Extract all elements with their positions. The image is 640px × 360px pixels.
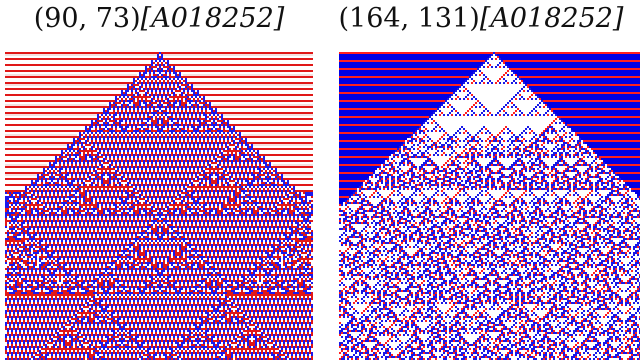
left-panel-caption: (90, 73)[A018252] xyxy=(0,2,318,36)
right-caption-sequence-id: [A018252] xyxy=(479,3,624,34)
right-automaton-image xyxy=(339,52,640,360)
left-caption-sequence-id: [A018252] xyxy=(140,3,285,34)
right-caption-rule-numbers: (164, 131) xyxy=(338,3,480,34)
right-panel-caption: (164, 131)[A018252] xyxy=(322,2,640,36)
left-caption-rule-numbers: (90, 73) xyxy=(33,3,141,34)
left-automaton-image xyxy=(5,52,313,360)
